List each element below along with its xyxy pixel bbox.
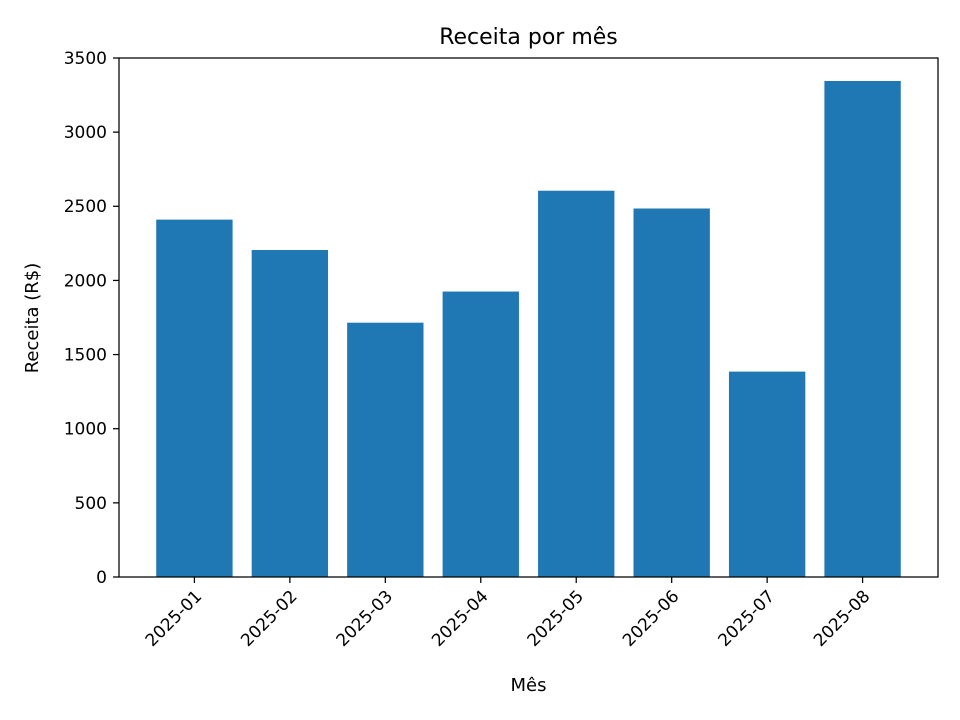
bar-2025-07: [728, 371, 806, 577]
y-axis: 0 500 1000 1500 2000 2500 3000 3500: [64, 49, 119, 588]
plot-frame: [118, 57, 939, 578]
x-tick-label: 2025-02: [237, 587, 301, 651]
x-tick-label: 2025-08: [810, 587, 874, 651]
x-tick-label: 2025-06: [619, 587, 683, 651]
bar-2025-06: [633, 208, 710, 577]
y-tick-label: 1000: [64, 420, 107, 440]
y-tick-label: 2500: [64, 197, 107, 217]
y-tick-label: 0: [96, 568, 107, 588]
bar-2025-05: [538, 190, 615, 577]
x-axis-label: Mês: [511, 675, 547, 696]
bar-2025-02: [251, 250, 329, 577]
y-tick-label: 2000: [64, 271, 107, 291]
bar-2025-08: [824, 80, 901, 577]
y-axis-label: Receita (R$): [22, 263, 43, 374]
bar-2025-03: [347, 322, 424, 577]
x-tick-label: 2025-01: [142, 587, 206, 651]
x-tick-label: 2025-07: [715, 587, 779, 651]
bars-layer: [156, 80, 901, 577]
x-tick-label: 2025-05: [524, 587, 588, 651]
y-tick-label: 500: [75, 494, 107, 514]
y-tick-label: 3000: [64, 123, 107, 143]
x-tick-label: 2025-04: [428, 587, 492, 651]
y-tick-label: 3500: [64, 49, 107, 69]
x-axis: 2025-01 2025-02 2025-03 2025-04 2025-05 2025-…: [142, 577, 874, 651]
x-tick-label: 2025-03: [333, 587, 397, 651]
y-tick-label: 1500: [64, 346, 107, 366]
chart-title: Receita por mês: [439, 25, 618, 50]
bar-2025-04: [442, 291, 519, 577]
bar-2025-01: [156, 219, 233, 577]
